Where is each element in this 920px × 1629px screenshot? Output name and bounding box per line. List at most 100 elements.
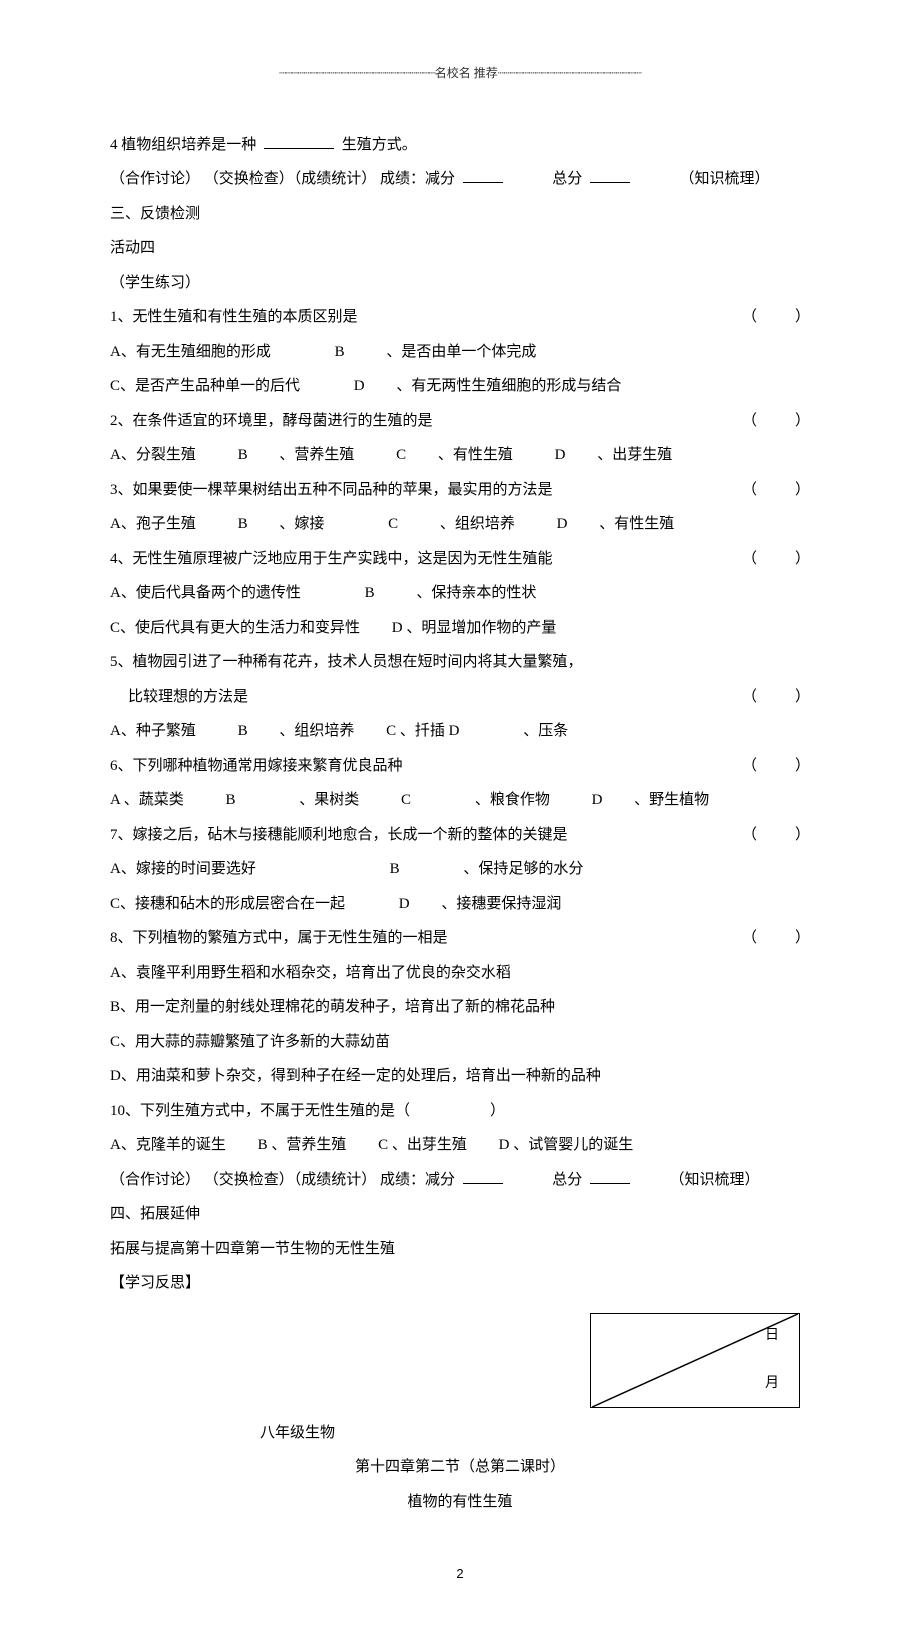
q6-c-tail: 、粮食作物 (475, 792, 550, 808)
q5-opts: A、种子繁殖 B 、组织培养 C 、扦插 D 、压条 (110, 714, 810, 749)
paren-close: ） (795, 930, 810, 946)
paren-open: （ (742, 689, 757, 705)
discuss-line-2: （合作讨论） （交换检查）（成绩统计） 成绩：减分 总分 （知识梳理） (110, 1163, 810, 1198)
paren-open: （ (742, 551, 757, 567)
dots-right: ┈┈┈┈┈┈┈┈┈┈┈┈┈┈┈┈┈┈┈┈┈┈┈ (498, 66, 641, 80)
q4-stem: 4、无性生殖原理被广泛地应用于生产实践中，这是因为无性生殖能 (110, 551, 553, 567)
q7-d-tail: 、接穗要保持湿润 (441, 896, 561, 912)
q1-b: B (335, 344, 345, 360)
q3-d-tail: 、有性生殖 (599, 516, 674, 532)
q4-opts-cd: C、使后代具有更大的生活力和变异性 D 、明显增加作物的产量 (110, 611, 810, 646)
q4-a: A、使后代具备两个的遗传性 (110, 585, 301, 601)
q1-d-tail: 、有无两性生殖细胞的形成与结合 (396, 378, 621, 394)
paren-open: （ (742, 827, 757, 843)
blank (590, 1169, 630, 1184)
header-label: 名校名 推荐 (435, 66, 498, 80)
paren-group: （） (742, 542, 810, 577)
q7-a: A、嫁接的时间要选好 (110, 861, 256, 877)
section3-title: 三、反馈检测 (110, 197, 810, 232)
q1-stem: 1、无性生殖和有性生殖的本质区别是 (110, 309, 358, 325)
q3-stem: 3、如果要使一棵苹果树结出五种不同品种的苹果，最实用的方法是 (110, 482, 553, 498)
reflect-label: 【学习反思】 (110, 1266, 810, 1301)
q8-c: C、用大蒜的蒜瓣繁殖了许多新的大蒜幼苗 (110, 1025, 810, 1060)
discuss-mid: 总分 (552, 171, 582, 187)
q7-opts-ab: A、嫁接的时间要选好 B 、保持足够的水分 (110, 852, 810, 887)
footer-grade: 八年级生物 (110, 1416, 810, 1451)
paren-group: （） (742, 404, 810, 439)
q5-b: B (238, 723, 248, 739)
q7-d: D (399, 896, 410, 912)
q6-b-tail: 、果树类 (299, 792, 359, 808)
q2-b: B (238, 447, 248, 463)
q5-b-tail: 、组织培养 (279, 723, 354, 739)
paren-group: （） (742, 749, 810, 784)
page-number: 2 (110, 1559, 810, 1589)
discuss-line: （合作讨论） （交换检查）（成绩统计） 成绩：减分 总分 （知识梳理） (110, 162, 810, 197)
q7-stem: 7、嫁接之后，砧木与接穗能顺利地愈合，长成一个新的整体的关键是 (110, 827, 568, 843)
q6-c: C (401, 792, 411, 808)
q2-d-tail: 、出芽生殖 (597, 447, 672, 463)
blank (590, 168, 630, 183)
q8-d: D、用油菜和萝卜杂交，得到种子在经一定的处理后，培育出一种新的品种 (110, 1059, 810, 1094)
q2-stem: 2、在条件适宜的环境里，酵母菌进行的生殖的是 (110, 413, 433, 429)
q2-b-tail: 、营养生殖 (279, 447, 354, 463)
discuss2-pre: （合作讨论） （交换检查）（成绩统计） 成绩：减分 (110, 1172, 455, 1188)
q5-d: D (449, 723, 460, 739)
q6-d: D (592, 792, 603, 808)
q10-d: D 、试管婴儿的诞生 (499, 1137, 634, 1153)
practice-label: （学生练习） (110, 266, 810, 301)
q10-stem-row: 10、下列生殖方式中，不属于无性生殖的是（） (110, 1094, 810, 1129)
q10-b: B 、营养生殖 (258, 1137, 347, 1153)
q8-b: B、用一定剂量的射线处理棉花的萌发种子，培育出了新的棉花品种 (110, 990, 810, 1025)
q1-opts-ab: A、有无生殖细胞的形成 B 、是否由单一个体完成 (110, 335, 810, 370)
paren-open: （ (742, 309, 757, 325)
q6-stem-row: 6、下列哪种植物通常用嫁接来繁育优良品种 （） (110, 749, 810, 784)
q7-c: C、接穗和砧木的形成层密合在一起 (110, 896, 345, 912)
q3-stem-row: 3、如果要使一棵苹果树结出五种不同品种的苹果，最实用的方法是 （） (110, 473, 810, 508)
paren-group: （） (742, 921, 810, 956)
intro-q4: 4 植物组织培养是一种 生殖方式。 (110, 128, 810, 163)
header-divider: ┈┈┈┈┈┈┈┈┈┈┈┈┈┈┈┈┈┈┈┈┈┈┈┈┈名校名 推荐┈┈┈┈┈┈┈┈┈… (110, 60, 810, 88)
q1-opts-cd: C、是否产生品种单一的后代 D 、有无两性生殖细胞的形成与结合 (110, 369, 810, 404)
q4-c: C、使后代具有更大的生活力和变异性 (110, 620, 360, 636)
q5-d-tail: 、压条 (523, 723, 568, 739)
calendar-wrap: 日 月 (110, 1313, 810, 1408)
q3-opts: A、孢子生殖 B 、嫁接 C 、组织培养 D 、有性生殖 (110, 507, 810, 542)
dots-left: ┈┈┈┈┈┈┈┈┈┈┈┈┈┈┈┈┈┈┈┈┈┈┈┈┈ (279, 66, 435, 80)
footer-topic: 植物的有性生殖 (110, 1485, 810, 1520)
q4-opts-ab: A、使后代具备两个的遗传性 B 、保持亲本的性状 (110, 576, 810, 611)
blank (463, 1169, 503, 1184)
paren-close: ） (795, 827, 810, 843)
q5-stem1: 5、植物园引进了一种稀有花卉，技术人员想在短时间内将其大量繁殖， (110, 645, 810, 680)
q8-stem-row: 8、下列植物的繁殖方式中，属于无性生殖的一相是 （） (110, 921, 810, 956)
paren-close: ） (795, 689, 810, 705)
activity4: 活动四 (110, 231, 810, 266)
q8-a: A、袁隆平利用野生稻和水稻杂交，培育出了优良的杂交水稻 (110, 956, 810, 991)
q10-opts: A、克隆羊的诞生 B 、营养生殖 C 、出芽生殖 D 、试管婴儿的诞生 (110, 1128, 810, 1163)
q1-d: D (354, 378, 365, 394)
q2-opts: A、分裂生殖 B 、营养生殖 C 、有性生殖 D 、出芽生殖 (110, 438, 810, 473)
q2-a: A、分裂生殖 (110, 447, 196, 463)
q2-stem-row: 2、在条件适宜的环境里，酵母菌进行的生殖的是 （） (110, 404, 810, 439)
paren-open: （ (742, 482, 757, 498)
paren-group: （） (742, 680, 810, 715)
q2-c-tail: 、有性生殖 (438, 447, 513, 463)
q5-stem2: 比较理想的方法是 (110, 689, 248, 705)
discuss-tail: （知识梳理） (680, 171, 770, 187)
q2-d: D (555, 447, 566, 463)
q3-a: A、孢子生殖 (110, 516, 196, 532)
blank (463, 168, 503, 183)
q7-opts-cd: C、接穗和砧木的形成层密合在一起 D 、接穗要保持湿润 (110, 887, 810, 922)
q6-opts: A 、蔬菜类 B 、果树类 C 、粮食作物 D 、野生植物 (110, 783, 810, 818)
q10-a: A、克隆羊的诞生 (110, 1137, 226, 1153)
intro-q4-stem: 4 植物组织培养是一种 (110, 137, 256, 153)
paren-close: ） (795, 758, 810, 774)
q4-stem-row: 4、无性生殖原理被广泛地应用于生产实践中，这是因为无性生殖能 （） (110, 542, 810, 577)
q10-c: C 、出芽生殖 (378, 1137, 467, 1153)
paren-open: （ (742, 930, 757, 946)
discuss2-tail: （知识梳理） (670, 1172, 760, 1188)
extend-line: 拓展与提高第十四章第一节生物的无性生殖 (110, 1232, 810, 1267)
q7-stem-row: 7、嫁接之后，砧木与接穗能顺利地愈合，长成一个新的整体的关键是 （ ） (110, 818, 810, 853)
q3-b-tail: 、嫁接 (279, 516, 324, 532)
discuss-pre: （合作讨论） （交换检查）（成绩统计） 成绩：减分 (110, 171, 455, 187)
